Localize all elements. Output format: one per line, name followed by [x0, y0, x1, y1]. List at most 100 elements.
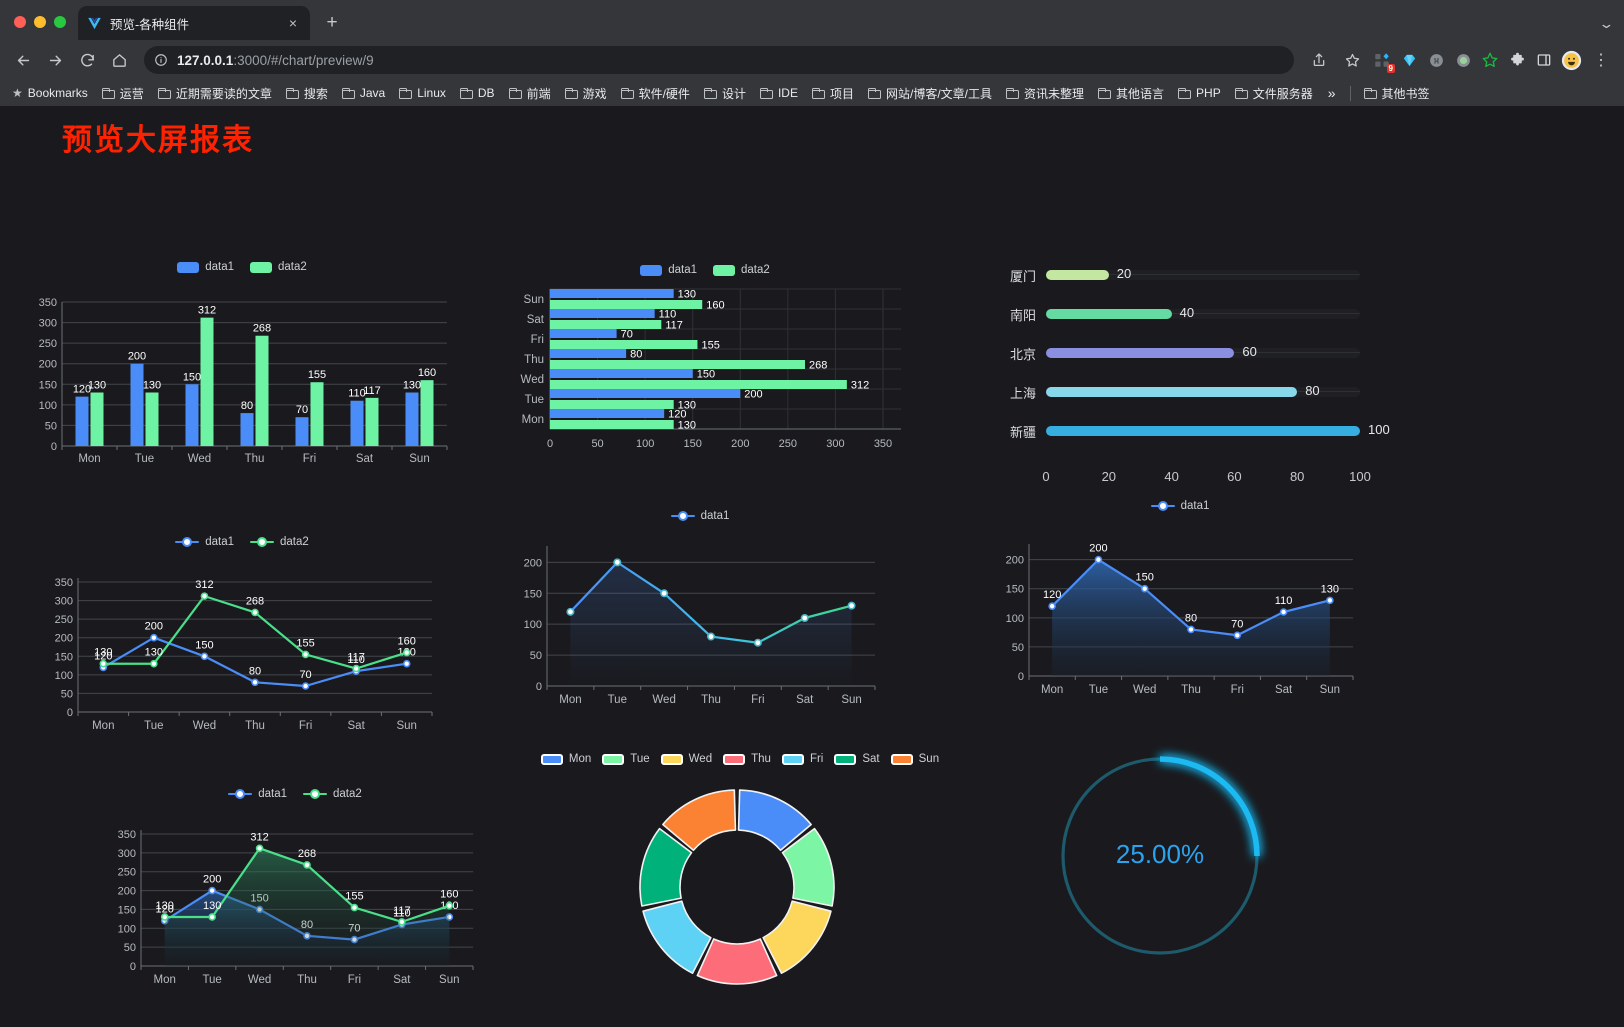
- data-point[interactable]: [445, 901, 454, 910]
- bar[interactable]: [365, 397, 379, 446]
- data-point[interactable]: [753, 638, 762, 647]
- legend-item-wed[interactable]: Wed: [660, 753, 712, 765]
- extension-icon-grid[interactable]: 9: [1370, 48, 1395, 73]
- bar[interactable]: [550, 300, 703, 309]
- data-point[interactable]: [1233, 631, 1242, 640]
- data-point[interactable]: [251, 608, 259, 617]
- bookmark-folder[interactable]: IDE: [754, 83, 804, 103]
- chart-bar-vertical[interactable]: data1 data2 0 50 100 150 200 250 300 350 Mon 120 1…: [22, 256, 462, 476]
- chart-bar-horizontal[interactable]: data1 data2 0 50 100 150 200 250 300 350 Mon 120 1…: [505, 259, 905, 474]
- progress-row[interactable]: 厦门 20: [1000, 266, 1360, 284]
- legend-item-data2[interactable]: data2: [250, 261, 307, 273]
- chevron-down-icon[interactable]: ⌄: [1598, 16, 1615, 31]
- close-window-button[interactable]: [14, 16, 26, 28]
- bookmark-folder[interactable]: 项目: [806, 82, 860, 105]
- data-point[interactable]: [251, 678, 259, 687]
- data-point[interactable]: [1140, 584, 1149, 593]
- data-point[interactable]: [99, 659, 108, 668]
- pie-slice[interactable]: [781, 827, 835, 907]
- bar[interactable]: [550, 329, 617, 338]
- bar[interactable]: [550, 420, 674, 429]
- legend-item-fri[interactable]: Fri: [781, 753, 823, 765]
- bookmark-folder[interactable]: 资讯未整理: [1000, 82, 1090, 105]
- bar[interactable]: [550, 309, 655, 318]
- legend-item-tue[interactable]: Tue: [602, 753, 650, 765]
- legend-item-data1[interactable]: data1: [1150, 500, 1209, 512]
- data-point[interactable]: [1279, 608, 1288, 616]
- pie-slice[interactable]: [642, 900, 712, 975]
- bar[interactable]: [130, 363, 144, 446]
- progress-row[interactable]: 南阳 40: [1000, 305, 1360, 323]
- bookmark-folder[interactable]: 网站/博客/文章/工具: [862, 82, 998, 105]
- puzzle-extensions-icon[interactable]: [1505, 48, 1529, 72]
- bar[interactable]: [405, 392, 419, 446]
- other-bookmarks-folder[interactable]: 其他书签: [1358, 82, 1436, 105]
- new-tab-button[interactable]: +: [326, 12, 338, 33]
- progress-row[interactable]: 新疆 100: [1000, 422, 1390, 440]
- maximize-window-button[interactable]: [54, 16, 66, 28]
- data-point[interactable]: [303, 861, 311, 869]
- bookmark-folder[interactable]: 近期需要读的文章: [152, 82, 278, 105]
- legend-item-data2[interactable]: data2: [303, 788, 362, 800]
- bookmark-folder[interactable]: Linux: [393, 83, 452, 103]
- chart-progress-bars[interactable]: 厦门 20 南阳 40 北京: [1000, 266, 1390, 487]
- bookmark-manager-item[interactable]: ★ Bookmarks: [6, 83, 94, 103]
- address-bar[interactable]: 127.0.0.1:3000/#/chart/preview/9: [144, 46, 1294, 74]
- bar[interactable]: [550, 340, 698, 349]
- browser-tab[interactable]: 预览-各种组件 ×: [78, 6, 310, 40]
- command-extension-icon[interactable]: ⌘: [1424, 48, 1448, 72]
- bar[interactable]: [550, 289, 674, 298]
- data-point[interactable]: [613, 558, 622, 567]
- back-button[interactable]: [8, 45, 38, 75]
- minimize-window-button[interactable]: [34, 16, 46, 28]
- legend-item-data1[interactable]: data1: [670, 510, 729, 522]
- data-point[interactable]: [255, 844, 264, 853]
- progress-row[interactable]: 上海 80: [1000, 383, 1360, 401]
- bar[interactable]: [185, 384, 199, 446]
- data-point[interactable]: [398, 918, 406, 926]
- bar[interactable]: [75, 396, 89, 446]
- profile-avatar[interactable]: [1559, 48, 1583, 72]
- legend-item-data1[interactable]: data1: [228, 788, 287, 800]
- chart-donut[interactable]: Mon Tue Wed Thu Fri Sat Sun: [540, 746, 940, 1006]
- bookmark-folder[interactable]: 运营: [96, 82, 150, 105]
- bar[interactable]: [310, 382, 324, 446]
- side-panel-icon[interactable]: [1532, 48, 1556, 72]
- bar[interactable]: [550, 400, 674, 409]
- bookmark-folder[interactable]: PHP: [1172, 83, 1227, 103]
- bar[interactable]: [90, 392, 104, 446]
- share-icon[interactable]: [1304, 45, 1334, 75]
- data-point[interactable]: [1094, 555, 1103, 564]
- data-point[interactable]: [150, 659, 158, 668]
- legend-item-data2[interactable]: data2: [250, 536, 309, 548]
- legend-item-sun[interactable]: Sun: [890, 753, 939, 765]
- bookmark-folder[interactable]: 文件服务器: [1229, 82, 1319, 105]
- bookmark-folder[interactable]: DB: [454, 83, 501, 103]
- bar[interactable]: [350, 400, 364, 446]
- bar[interactable]: [200, 317, 214, 446]
- diamond-extension-icon[interactable]: [1397, 48, 1421, 72]
- home-button[interactable]: [104, 45, 134, 75]
- bookmark-folder[interactable]: 其他语言: [1092, 82, 1170, 105]
- bar[interactable]: [550, 360, 805, 369]
- forward-button[interactable]: [40, 45, 70, 75]
- bar[interactable]: [240, 413, 254, 446]
- bar[interactable]: [295, 417, 309, 446]
- bar[interactable]: [550, 369, 693, 378]
- bookmark-folder[interactable]: 游戏: [559, 82, 613, 105]
- bookmark-folder[interactable]: 搜索: [280, 82, 334, 105]
- data-point[interactable]: [847, 601, 856, 610]
- data-point[interactable]: [707, 632, 716, 641]
- bar[interactable]: [550, 409, 665, 418]
- legend-item-sat[interactable]: Sat: [834, 753, 880, 765]
- legend-item-data1[interactable]: data1: [640, 264, 697, 276]
- browser-menu-button[interactable]: ⋮: [1593, 52, 1609, 69]
- data-point[interactable]: [660, 589, 669, 598]
- pie-slice[interactable]: [662, 789, 737, 852]
- circle-extension-icon[interactable]: [1451, 48, 1475, 72]
- bar[interactable]: [550, 320, 662, 329]
- bar[interactable]: [550, 349, 627, 358]
- data-point[interactable]: [160, 913, 169, 921]
- bookmark-folder[interactable]: 设计: [698, 82, 752, 105]
- bookmark-folder[interactable]: Java: [336, 83, 391, 103]
